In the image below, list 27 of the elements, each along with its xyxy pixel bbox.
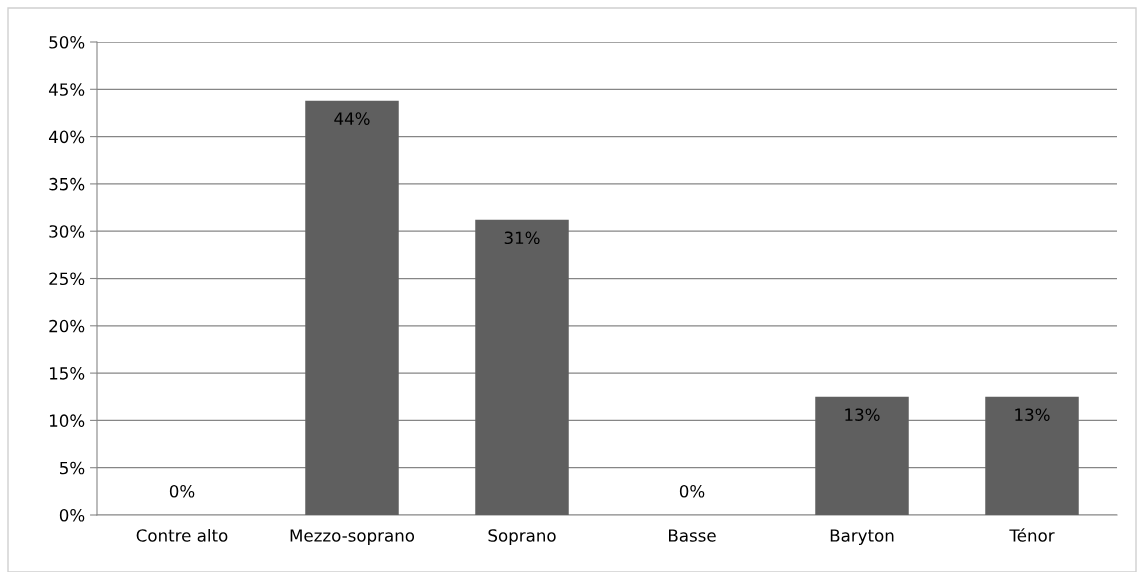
x-tick-label: Basse [669, 529, 716, 542]
y-tick-label: 30% [49, 225, 85, 238]
y-tick-label: 0% [59, 508, 85, 522]
x-tick-label: Ténor [1009, 528, 1055, 542]
y-tick-label: 20% [49, 319, 85, 333]
y-tick-label: 50% [49, 35, 85, 49]
bar [305, 100, 399, 515]
y-tick-label: 25% [49, 272, 85, 286]
y-tick-label: 35% [49, 177, 85, 191]
data-label: 31% [504, 231, 540, 245]
y-tick-label: 15% [49, 367, 85, 380]
bar [815, 396, 909, 515]
y-tick-label: 45% [48, 83, 85, 96]
y-tick-label: 40% [48, 130, 85, 144]
data-label: 13% [845, 408, 880, 421]
y-tick-label: 5% [60, 461, 85, 475]
data-label: 13% [1015, 408, 1050, 421]
bar [475, 219, 569, 515]
data-label: 44% [334, 112, 370, 125]
x-tick-label: Contre alto [136, 528, 228, 542]
data-label: 0% [169, 484, 195, 498]
data-label: 0% [679, 484, 705, 498]
x-tick-label: Soprano [488, 529, 556, 546]
x-tick-label: Baryton [830, 529, 894, 546]
x-tick-label: Mezzo-soprano [290, 529, 415, 546]
y-tick-label: 10% [49, 414, 85, 427]
bar [985, 396, 1079, 515]
